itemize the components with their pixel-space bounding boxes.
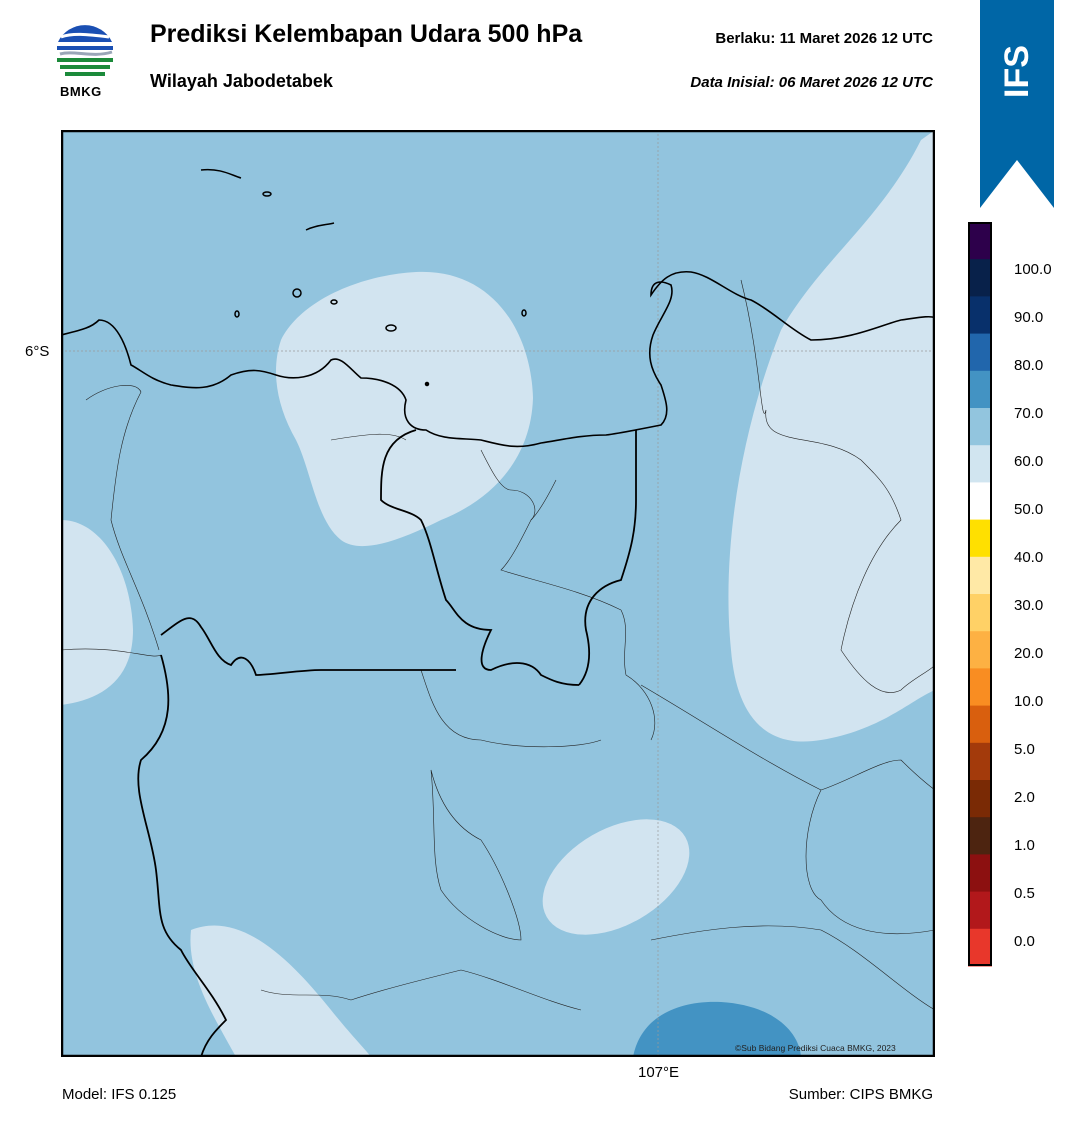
model-label: Model: IFS 0.125 xyxy=(62,1086,177,1103)
ribbon-label: IFS xyxy=(998,45,1036,98)
humidity-50-60-east xyxy=(728,130,935,742)
colorbar-segment xyxy=(968,333,992,372)
colorbar-segment xyxy=(968,742,992,781)
colorbar-segment xyxy=(968,519,992,558)
colorbar-segment xyxy=(968,891,992,930)
colorbar-label: 40.0 xyxy=(1014,549,1044,566)
colorbar-segment xyxy=(968,854,992,893)
colorbar-segment xyxy=(968,222,992,260)
humidity-50-60-west xyxy=(61,520,133,705)
colorbar-label: 10.0 xyxy=(1014,693,1044,710)
colorbar-label: 0.0 xyxy=(1014,933,1035,950)
colorbar-label: 90.0 xyxy=(1014,309,1044,326)
colorbar-segment xyxy=(968,705,992,744)
humidity-50-60-south xyxy=(542,819,690,935)
humidity-map xyxy=(61,130,935,1057)
colorbar-segment xyxy=(968,780,992,818)
logo-text: BMKG xyxy=(60,84,102,99)
source-label: Sumber: CIPS BMKG xyxy=(788,1086,933,1103)
coastline xyxy=(61,270,935,448)
initial-time: Data Inisial: 06 Maret 2026 12 UTC xyxy=(690,74,933,91)
colorbar-segment xyxy=(968,296,992,335)
colorbar-label: 50.0 xyxy=(1014,501,1044,518)
colorbar-label: 30.0 xyxy=(1014,597,1044,614)
colorbar xyxy=(968,222,992,967)
colorbar-label: 70.0 xyxy=(1014,405,1044,422)
colorbar-segment xyxy=(968,408,992,446)
colorbar-label: 0.5 xyxy=(1014,885,1035,902)
colorbar-label: 5.0 xyxy=(1014,741,1035,758)
bmkg-logo xyxy=(55,23,115,83)
colorbar-label: 2.0 xyxy=(1014,789,1035,806)
map-credit: ©Sub Bidang Prediksi Cuaca BMKG, 2023 xyxy=(735,1043,896,1053)
valid-time: Berlaku: 11 Maret 2026 12 UTC xyxy=(715,30,933,47)
colorbar-segment xyxy=(968,817,992,855)
colorbar-label: 80.0 xyxy=(1014,357,1044,374)
islands xyxy=(200,168,527,387)
colorbar-label: 20.0 xyxy=(1014,645,1044,662)
lon-label: 107°E xyxy=(638,1064,680,1081)
model-ribbon: IFS xyxy=(980,0,1054,208)
colorbar-segment xyxy=(968,259,992,297)
chart-subtitle: Wilayah Jabodetabek xyxy=(150,71,333,91)
colorbar-label: 60.0 xyxy=(1014,453,1044,470)
colorbar-segment xyxy=(968,594,992,632)
lat-label: 6°S xyxy=(25,343,50,360)
colorbar-segment xyxy=(968,482,992,521)
humidity-70-80-south xyxy=(633,1001,801,1057)
colorbar-segment xyxy=(968,668,992,707)
colorbar-label: 1.0 xyxy=(1014,837,1035,854)
colorbar-frame xyxy=(968,222,992,966)
colorbar-segment xyxy=(968,631,992,669)
colorbar-segment xyxy=(968,928,992,967)
colorbar-segment xyxy=(968,370,992,409)
colorbar-label: 100.0 xyxy=(1014,261,1052,278)
colorbar-segment xyxy=(968,445,992,483)
colorbar-segment xyxy=(968,556,992,595)
chart-title: Prediksi Kelembapan Udara 500 hPa xyxy=(150,20,583,48)
province-boundaries xyxy=(137,429,637,1057)
humidity-50-60-southwest xyxy=(190,925,371,1057)
map-frame xyxy=(61,130,935,1057)
